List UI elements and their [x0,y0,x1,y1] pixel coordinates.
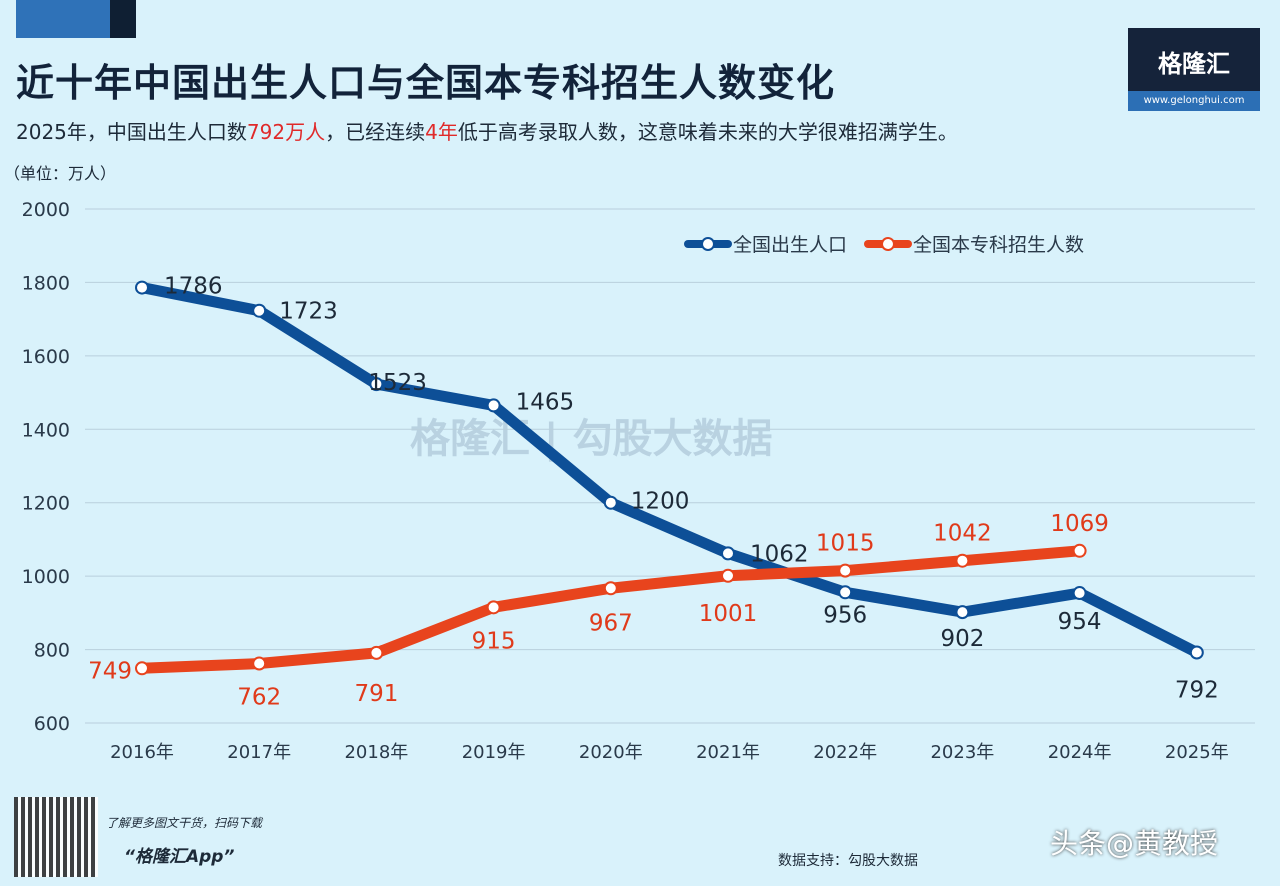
data-point [603,495,618,510]
data-point [955,553,970,568]
decor-bar [16,0,110,38]
data-point [135,280,149,295]
data-point [1072,543,1087,558]
y-tick-label: 1400 [22,419,70,441]
y-tick-label: 1200 [22,493,70,515]
data-point [252,656,267,671]
legend-marker [701,237,715,251]
data-label: 1465 [516,389,575,415]
data-label: 1523 [368,370,427,396]
y-tick-label: 1000 [22,566,70,588]
data-label: 1069 [1050,511,1109,537]
legend-label: 全国出生人口 [733,234,847,256]
watermark: 格隆汇 | 勾股大数据 [410,416,773,462]
decor-bar-dark [110,0,136,38]
data-label: 1042 [933,521,992,547]
data-point [1189,645,1204,660]
legend-label: 全国本专科招生人数 [913,234,1084,256]
data-label: 915 [472,628,516,654]
data-label: 792 [1175,678,1219,704]
data-point [369,377,384,392]
x-tick-label: 2024年 [1048,742,1112,763]
data-point [486,600,501,615]
data-label: 1723 [279,299,338,325]
data-label: 749 [88,658,132,684]
data-label: 967 [589,610,633,636]
x-tick-label: 2023年 [930,742,994,763]
data-point [721,568,735,583]
data-label: 1786 [164,274,223,300]
data-point [135,661,149,676]
data-point [1072,586,1087,601]
qr-code [14,797,98,877]
subtitle: 2025年，中国出生人口数792万人，已经连续4年低于高考录取人数，这意味着未来… [16,120,958,144]
x-tick-label: 2019年 [462,742,526,763]
data-source: 数据支持：勾股大数据 [778,853,918,869]
x-tick-label: 2017年 [227,742,291,763]
y-tick-label: 800 [34,640,70,662]
data-point [369,645,384,660]
y-tick-label: 2000 [22,199,70,221]
x-tick-label: 2018年 [344,742,408,763]
data-label: 954 [1058,609,1102,635]
data-label: 1062 [750,541,809,567]
data-label: 1015 [816,531,875,557]
data-point [838,563,853,578]
y-tick-label: 1800 [22,272,70,294]
y-tick-label: 600 [34,713,70,735]
data-point [486,398,501,413]
overlay-watermark: 头条@黄教授 [1050,827,1219,860]
data-label: 762 [237,685,281,711]
data-point [955,605,970,620]
data-point [252,303,267,318]
x-tick-label: 2025年 [1165,742,1229,763]
brand-logo: 格隆汇 www.gelonghui.com [1128,28,1260,111]
qr-caption: 了解更多图文干货，扫码下载 [106,816,263,830]
data-label: 902 [940,626,984,652]
data-label: 956 [823,602,867,628]
x-tick-label: 2021年 [696,742,760,763]
x-tick-label: 2020年 [579,742,643,763]
y-tick-label: 1600 [22,346,70,368]
app-name: “格隆汇App” [124,847,235,867]
page-title: 近十年中国出生人口与全国本专科招生人数变化 [16,61,836,105]
x-tick-label: 2016年 [110,742,174,763]
legend-marker [881,237,895,251]
x-tick-label: 2022年 [813,742,877,763]
data-label: 1200 [631,489,690,515]
data-label: 791 [354,681,398,707]
data-point [603,581,618,596]
data-label: 1001 [699,601,758,627]
unit-label: （单位：万人） [4,164,117,183]
data-point [838,585,853,600]
series-line-0 [136,282,1203,659]
data-point [721,546,735,561]
